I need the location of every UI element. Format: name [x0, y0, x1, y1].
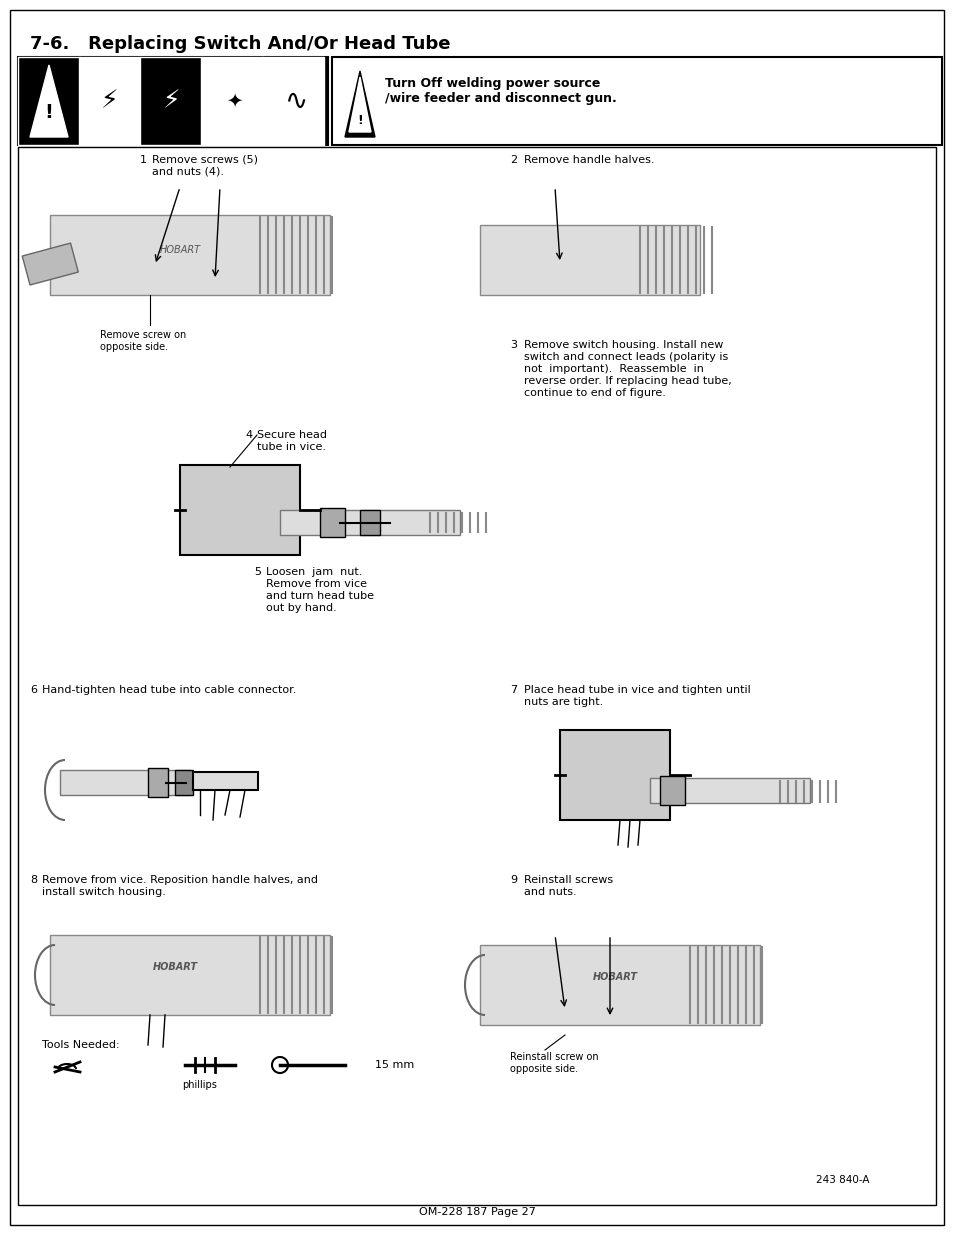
Bar: [22, 243, 78, 285]
Text: continue to end of figure.: continue to end of figure.: [523, 388, 665, 398]
Text: 6: 6: [30, 685, 37, 695]
Text: HOBART: HOBART: [592, 972, 637, 982]
Bar: [174, 769, 193, 795]
Bar: [649, 778, 809, 803]
Text: Place head tube in vice and tighten until: Place head tube in vice and tighten unti…: [523, 685, 750, 695]
Text: Tools Needed:: Tools Needed:: [42, 1040, 119, 1050]
Text: HOBART: HOBART: [159, 245, 200, 254]
Text: !: !: [42, 86, 56, 116]
Text: out by hand.: out by hand.: [266, 603, 336, 613]
Text: Turn Off welding power source: Turn Off welding power source: [385, 77, 599, 90]
Text: phillips: phillips: [182, 1079, 217, 1091]
Text: Reinstall screw on: Reinstall screw on: [510, 1052, 598, 1062]
Bar: [60, 769, 190, 795]
Bar: [193, 772, 257, 790]
Text: reverse order. If replacing head tube,: reverse order. If replacing head tube,: [523, 375, 731, 387]
Text: opposite side.: opposite side.: [510, 1065, 578, 1074]
Text: Remove screws (5): Remove screws (5): [152, 156, 257, 165]
Text: tube in vice.: tube in vice.: [256, 442, 326, 452]
Text: not  important).  Reassemble  in: not important). Reassemble in: [523, 364, 703, 374]
Text: Reinstall screws: Reinstall screws: [523, 876, 613, 885]
Text: 4: 4: [245, 430, 252, 440]
Polygon shape: [349, 77, 371, 132]
Text: install switch housing.: install switch housing.: [42, 887, 166, 897]
Text: !: !: [45, 104, 53, 122]
Text: ⚡: ⚡: [163, 89, 180, 112]
Bar: [319, 508, 345, 537]
Text: HOBART: HOBART: [152, 962, 197, 972]
Text: Hand-tighten head tube into cable connector.: Hand-tighten head tube into cable connec…: [42, 685, 296, 695]
Text: ⚡: ⚡: [101, 89, 118, 112]
Bar: [140, 57, 202, 144]
Bar: [50, 935, 330, 1015]
Bar: [332, 57, 941, 144]
Text: 2: 2: [510, 156, 517, 165]
Text: nuts are tight.: nuts are tight.: [523, 697, 602, 706]
Bar: [180, 466, 299, 555]
Bar: [148, 768, 168, 797]
Text: Loosen  jam  nut.: Loosen jam nut.: [266, 567, 362, 577]
Bar: [479, 225, 700, 295]
Text: switch and connect leads (polarity is: switch and connect leads (polarity is: [523, 352, 727, 362]
Bar: [262, 57, 324, 144]
Text: Remove from vice. Reposition handle halves, and: Remove from vice. Reposition handle halv…: [42, 876, 317, 885]
Bar: [79, 57, 141, 144]
Text: Remove from vice: Remove from vice: [266, 579, 367, 589]
Text: Remove handle halves.: Remove handle halves.: [523, 156, 654, 165]
Text: Remove screw on: Remove screw on: [100, 330, 186, 340]
Bar: [18, 57, 80, 144]
Text: 8: 8: [30, 876, 37, 885]
Bar: [659, 776, 684, 805]
Text: Remove switch housing. Install new: Remove switch housing. Install new: [523, 340, 722, 350]
Text: 243 840-A: 243 840-A: [816, 1174, 869, 1186]
Text: 7: 7: [510, 685, 517, 695]
Bar: [18, 147, 935, 1205]
Text: and nuts (4).: and nuts (4).: [152, 167, 224, 177]
Bar: [359, 510, 379, 535]
Text: 9: 9: [510, 876, 517, 885]
Text: OM-228 187 Page 27: OM-228 187 Page 27: [418, 1207, 535, 1216]
Bar: [18, 57, 328, 144]
Bar: [280, 510, 459, 535]
Text: 1: 1: [140, 156, 147, 165]
Text: and nuts.: and nuts.: [523, 887, 576, 897]
Bar: [201, 57, 263, 144]
Text: 7-6.   Replacing Switch And/Or Head Tube: 7-6. Replacing Switch And/Or Head Tube: [30, 35, 450, 53]
Bar: [479, 945, 760, 1025]
Text: ✦: ✦: [226, 91, 242, 110]
Bar: [50, 215, 330, 295]
Text: opposite side.: opposite side.: [100, 342, 168, 352]
Text: 5: 5: [253, 567, 261, 577]
Polygon shape: [30, 65, 68, 137]
Text: and turn head tube: and turn head tube: [266, 592, 374, 601]
Text: ∿: ∿: [284, 86, 307, 115]
Text: !: !: [356, 114, 362, 126]
Polygon shape: [345, 70, 375, 137]
Text: /wire feeder and disconnect gun.: /wire feeder and disconnect gun.: [385, 91, 616, 105]
Text: 15 mm: 15 mm: [375, 1060, 414, 1070]
Text: 3: 3: [510, 340, 517, 350]
Bar: [559, 730, 669, 820]
Text: Secure head: Secure head: [256, 430, 327, 440]
